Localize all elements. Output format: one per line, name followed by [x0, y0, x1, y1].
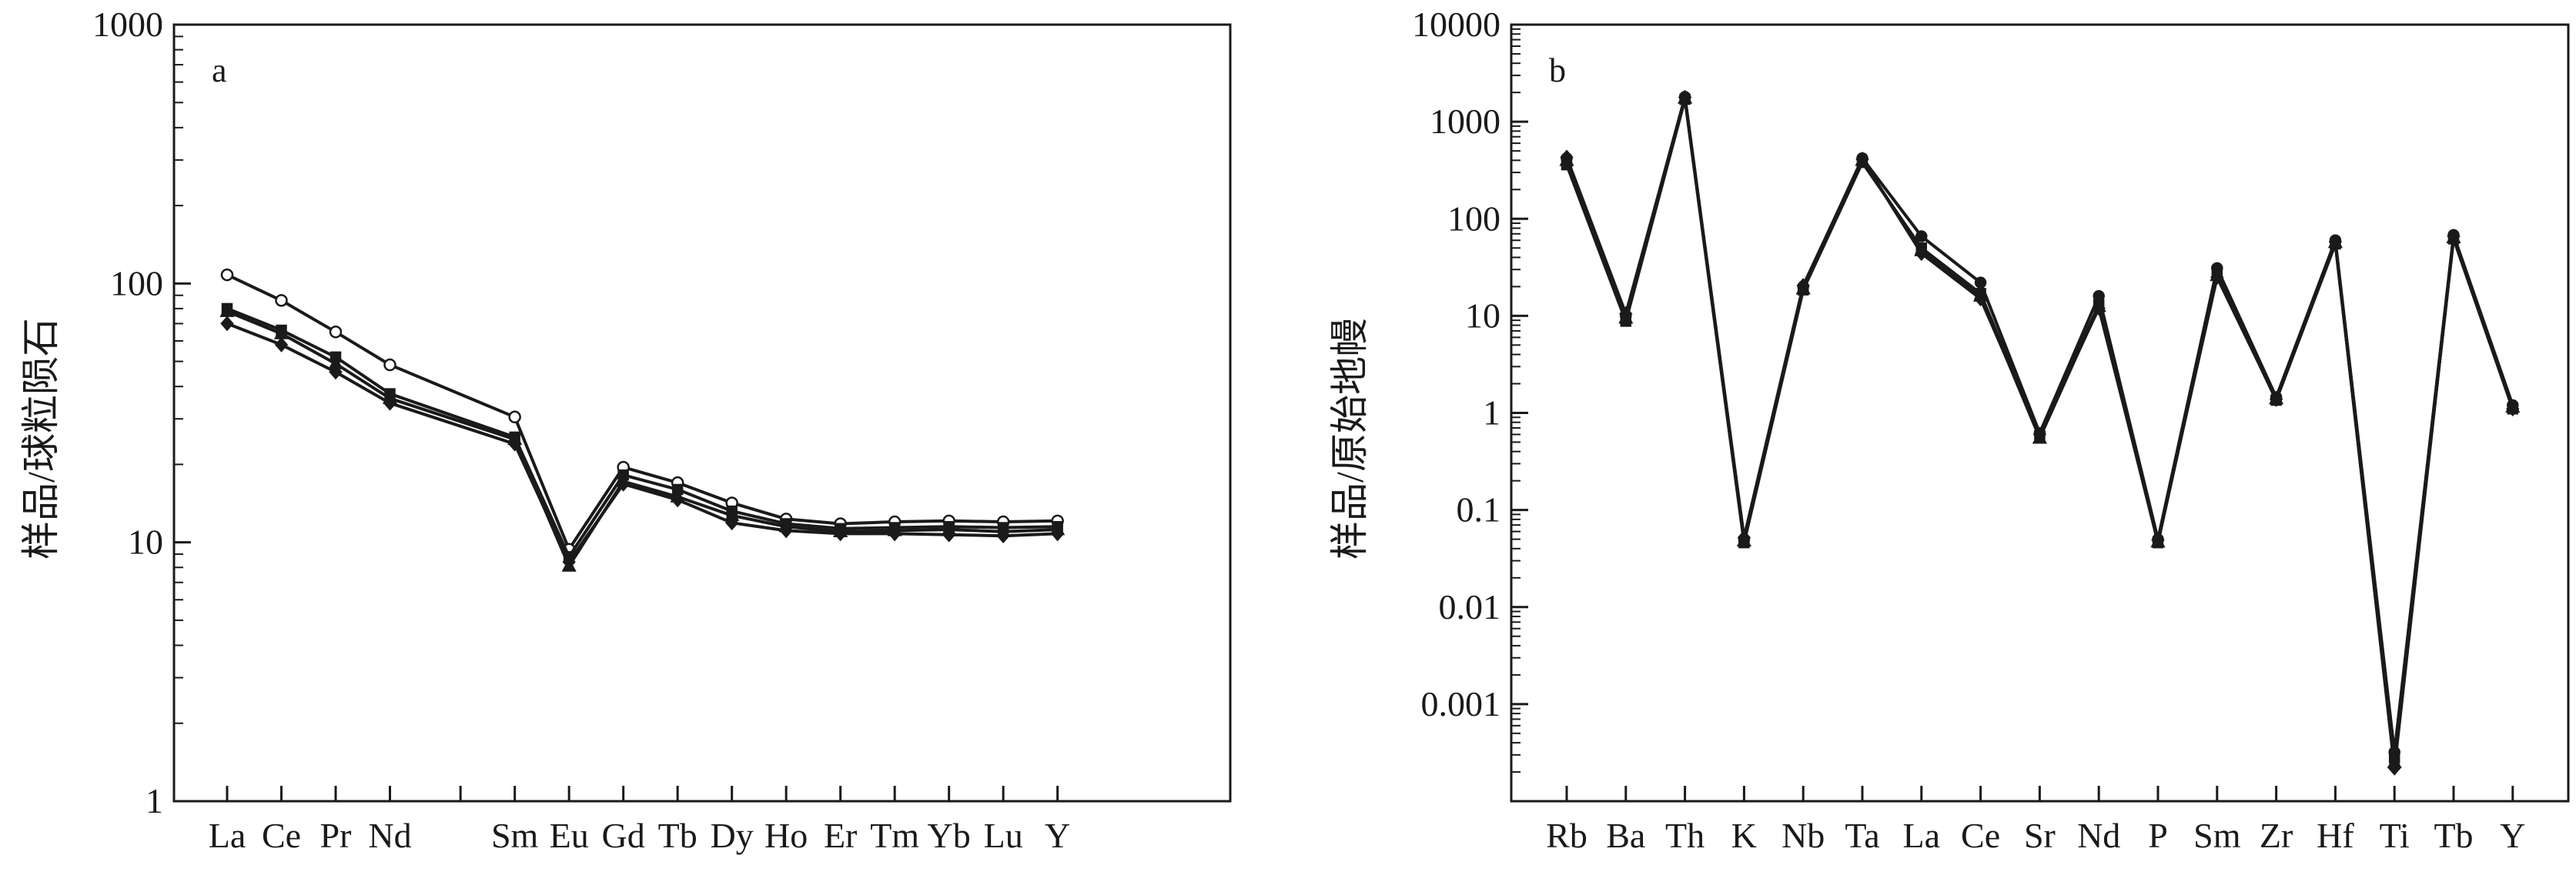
data-point	[671, 492, 684, 508]
x-tick-label: Rb	[1546, 816, 1587, 855]
data-point	[2387, 760, 2401, 776]
data-point	[1915, 246, 1929, 262]
data-point	[562, 554, 576, 570]
data-point	[616, 476, 631, 492]
data-point	[1973, 291, 1988, 307]
data-point	[2506, 401, 2520, 417]
data-point	[275, 294, 288, 307]
x-tick-label: Ce	[1961, 816, 2000, 855]
x-tick-label: Eu	[550, 816, 589, 855]
x-tick-label: Nb	[1781, 816, 1825, 855]
data-point	[220, 316, 234, 332]
y-axis-title-a: 样品/球粒陨石	[19, 318, 62, 560]
x-tick-label: La	[1903, 816, 1941, 855]
data-point	[383, 395, 397, 411]
data-point	[2269, 391, 2283, 407]
y-tick-label: 0.01	[1439, 587, 1501, 626]
y-tick-label: 0.001	[1421, 684, 1501, 723]
data-point	[1737, 530, 1751, 546]
chart-panel-a: a 样品/球粒陨石 1 10 100 1000 La Ce Pr Nd Sm Eu Gd Tb Dy Ho…	[19, 5, 1232, 855]
plot-frame	[1510, 23, 2570, 803]
x-tick-label: Th	[1665, 816, 1705, 855]
data-point	[220, 268, 234, 282]
x-tick-label: K	[1731, 816, 1757, 855]
x-tick-label: Pr	[320, 816, 352, 855]
x-tick-label: Tb	[2434, 816, 2473, 855]
x-tick-label: Nd	[2077, 816, 2120, 855]
x-tick-label: Ba	[1606, 816, 1645, 855]
x-tick-label: Y	[2500, 816, 2525, 855]
panel-label-b: b	[1549, 52, 1566, 89]
data-point	[2151, 532, 2165, 548]
x-tick-label: Zr	[2260, 816, 2293, 855]
chart-panel-b: b 样品/原始地幔 0.001 0.01 0.1 1 10 100 1000 10000 Rb B…	[1328, 5, 2570, 855]
data-point	[942, 526, 956, 543]
x-tick-label: Ta	[1845, 816, 1879, 855]
x-tick-label: Gd	[602, 816, 645, 855]
data-point	[2092, 300, 2106, 316]
y-tick-label: 100	[110, 263, 163, 302]
data-point	[1855, 152, 1869, 167]
x-tick-label: Er	[824, 816, 857, 855]
x-tick-label: Sr	[2024, 816, 2056, 855]
data-point	[1050, 526, 1065, 542]
x-tick-label: Yb	[928, 816, 971, 855]
x-tick-label: Ti	[2380, 816, 2410, 855]
series-line	[226, 273, 1058, 551]
y-tick-label: 1000	[92, 5, 163, 44]
data-point	[996, 528, 1010, 544]
y-tick-label: 1000	[1430, 102, 1500, 141]
x-tick-label: Sm	[2193, 816, 2241, 855]
data-point	[2210, 269, 2224, 286]
x-tick-label: Dy	[711, 816, 754, 855]
series-line	[1565, 95, 2514, 754]
y-tick-label: 1	[1483, 393, 1500, 433]
x-tick-label: Ho	[764, 816, 808, 855]
y-tick-label: 0.1	[1457, 490, 1501, 530]
y-tick-label: 10	[128, 523, 163, 562]
data-point	[1560, 149, 1574, 165]
series-line	[226, 307, 1058, 559]
data-point	[2447, 229, 2461, 244]
data-point	[1678, 89, 1692, 105]
x-tick-label: Y	[1045, 816, 1070, 855]
x-tick-label: Sm	[491, 816, 539, 855]
data-point	[833, 526, 848, 542]
y-tick-label: 100	[1447, 199, 1500, 238]
y-axis-title-b: 样品/原始地幔	[1328, 318, 1371, 560]
data-point	[329, 364, 343, 380]
x-tick-label: Nd	[368, 816, 411, 855]
x-tick-label: Tb	[658, 816, 698, 855]
data-point	[329, 326, 343, 339]
data-point	[779, 523, 793, 539]
panel-label-a: a	[212, 52, 227, 89]
y-tick-label: 10000	[1412, 5, 1500, 44]
data-point	[888, 526, 902, 542]
data-point	[1619, 306, 1633, 322]
data-point	[274, 337, 289, 352]
data-point	[507, 436, 522, 452]
data-point	[1796, 278, 1810, 293]
plot-frame	[172, 23, 1232, 803]
x-tick-label: Tm	[870, 816, 919, 855]
data-point	[1974, 276, 1987, 289]
x-tick-label: Lu	[984, 816, 1023, 855]
data-point	[2032, 426, 2047, 443]
data-point	[508, 410, 521, 424]
x-tick-label: Ce	[262, 816, 301, 855]
x-tick-label: Hf	[2317, 816, 2354, 855]
data-point	[383, 358, 396, 372]
y-tick-label: 1	[146, 781, 163, 820]
x-tick-label: P	[2148, 816, 2168, 855]
data-point	[2328, 234, 2343, 249]
data-point	[1915, 230, 1928, 242]
data-point	[724, 515, 739, 531]
y-tick-label: 10	[1465, 296, 1500, 335]
x-tick-label: La	[209, 816, 246, 855]
